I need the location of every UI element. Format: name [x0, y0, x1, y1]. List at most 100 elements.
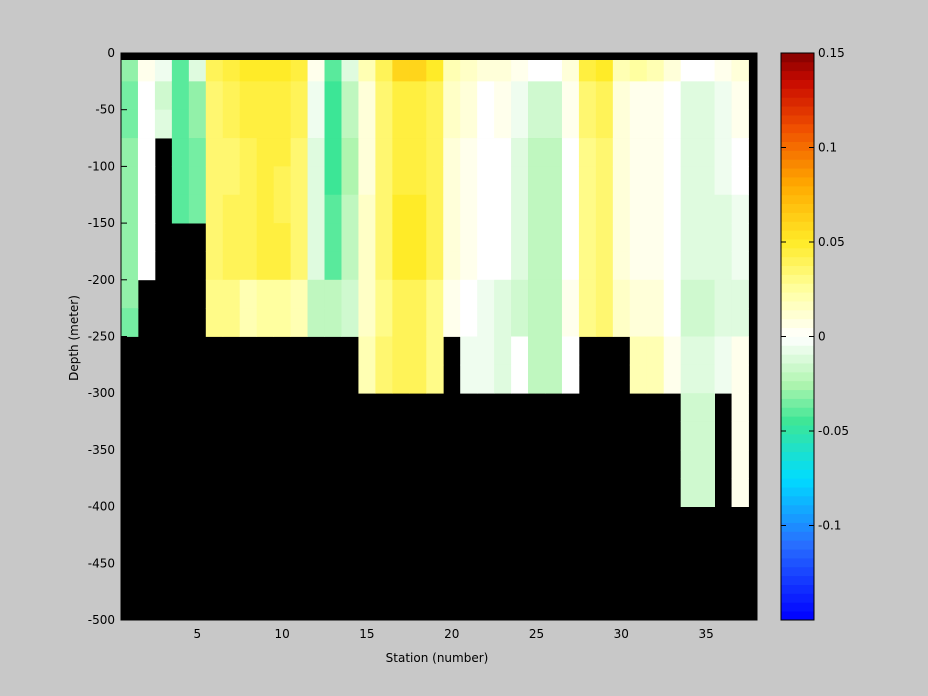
- heatmap-cell: [612, 308, 631, 337]
- heatmap-cell: [358, 109, 376, 139]
- heatmap-cell: [392, 166, 410, 196]
- heatmap-cell: [511, 364, 529, 394]
- heatmap-cell: [443, 53, 461, 82]
- heatmap-cell: [188, 53, 207, 82]
- colorbar-segment: [781, 53, 814, 63]
- heatmap-cell: [494, 308, 512, 337]
- heatmap-cell: [341, 308, 359, 337]
- heatmap-cell: [205, 251, 224, 281]
- heatmap-cell: [731, 449, 749, 479]
- heatmap-cell: [392, 81, 410, 111]
- heatmap-cell: [561, 81, 580, 111]
- y-tick-label: -100: [88, 159, 115, 173]
- heatmap-cell: [358, 364, 376, 394]
- heatmap-cell: [578, 194, 597, 224]
- heatmap-cell: [477, 364, 495, 394]
- heatmap-cell: [409, 251, 427, 281]
- heatmap-cell: [494, 138, 512, 167]
- heatmap-cell: [528, 53, 546, 82]
- heatmap-cell: [663, 138, 682, 167]
- heatmap-cell: [477, 138, 495, 167]
- heatmap-cell: [222, 223, 241, 252]
- y-tick-label: 0: [107, 46, 115, 60]
- heatmap-cell: [494, 53, 512, 82]
- heatmap-cell: [545, 279, 563, 309]
- colorbar-segment: [781, 309, 814, 320]
- heatmap-cell: [731, 336, 749, 366]
- heatmap-cell: [358, 166, 376, 196]
- heatmap-cell: [460, 53, 478, 82]
- heatmap-cell: [697, 449, 715, 479]
- heatmap-cell: [511, 336, 529, 366]
- heatmap-cell: [680, 81, 699, 111]
- heatmap-cell: [714, 251, 732, 281]
- heatmap-cell: [121, 223, 139, 252]
- heatmap-cell: [256, 109, 275, 139]
- heatmap-cell: [714, 194, 732, 224]
- heatmap-cell: [188, 138, 207, 167]
- colorbar-segment: [781, 106, 814, 116]
- colorbar-segment: [781, 487, 814, 497]
- heatmap-cell: [731, 81, 749, 111]
- heatmap-cell: [460, 308, 478, 337]
- heatmap-cell: [392, 109, 410, 139]
- colorbar-segment: [781, 557, 814, 568]
- heatmap-cell: [494, 81, 512, 111]
- heatmap-cell: [511, 308, 529, 337]
- heatmap-cell: [273, 53, 291, 82]
- heatmap-cell: [290, 81, 308, 111]
- heatmap-cell: [663, 308, 682, 337]
- heatmap-cell: [477, 81, 495, 111]
- heatmap-cell: [595, 109, 614, 139]
- heatmap-cell: [511, 138, 529, 167]
- heatmap-cell: [561, 194, 580, 224]
- heatmap-cell: [341, 53, 359, 82]
- heatmap-cell: [392, 364, 410, 394]
- heatmap-cell: [137, 223, 156, 252]
- heatmap-cell: [731, 166, 749, 196]
- heatmap-cell: [273, 308, 291, 337]
- heatmap-cell: [358, 223, 376, 252]
- heatmap-cell: [426, 81, 444, 111]
- heatmap-cell: [714, 81, 732, 111]
- heatmap-cell: [307, 308, 325, 337]
- colorbar-segment: [781, 566, 814, 577]
- heatmap-cell: [239, 109, 258, 139]
- colorbar-segment: [781, 549, 814, 559]
- heatmap-cell: [375, 223, 393, 252]
- heatmap-cell: [137, 166, 156, 196]
- heatmap-cell: [714, 364, 732, 394]
- heatmap-cell: [121, 53, 139, 82]
- heatmap-cell: [629, 364, 648, 394]
- heatmap-cell: [731, 194, 749, 224]
- heatmap-cell: [273, 109, 291, 139]
- colorbar-segment: [781, 265, 814, 275]
- heatmap-cell: [290, 166, 308, 196]
- heatmap-cell: [222, 53, 241, 82]
- heatmap-cell: [256, 53, 275, 82]
- heatmap-cell: [494, 109, 512, 139]
- heatmap-cell: [443, 138, 461, 167]
- heatmap-cell: [324, 308, 342, 337]
- heatmap-cell: [409, 53, 427, 82]
- heatmap-cell: [697, 308, 715, 337]
- heatmap-cell: [307, 138, 325, 167]
- heatmap-cell: [426, 308, 444, 337]
- heatmap-cell: [222, 81, 241, 111]
- heatmap-cell: [561, 308, 580, 337]
- heatmap-cell: [494, 194, 512, 224]
- heatmap-cell: [528, 138, 546, 167]
- colorbar-segment: [781, 79, 814, 89]
- heatmap-cell: [578, 308, 597, 337]
- heatmap-cell: [731, 478, 749, 507]
- heatmap-cell: [188, 109, 207, 139]
- heatmap-cell: [561, 53, 580, 82]
- heatmap-cell: [256, 81, 275, 111]
- heatmap-cell: [239, 308, 258, 337]
- heatmap-cell: [578, 279, 597, 309]
- heatmap-cell: [646, 138, 665, 167]
- heatmap-cell: [307, 223, 325, 252]
- colorbar-segment: [781, 283, 814, 293]
- heatmap-cell: [121, 81, 139, 111]
- colorbar-segment: [781, 398, 814, 408]
